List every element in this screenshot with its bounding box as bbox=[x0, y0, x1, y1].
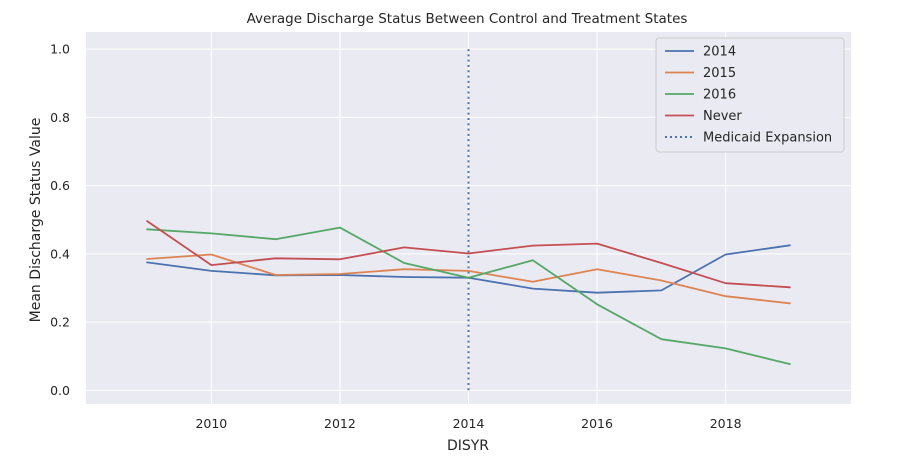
legend-box bbox=[655, 37, 845, 153]
series-line-2015 bbox=[146, 253, 791, 305]
x-tick-label: 2016 bbox=[581, 416, 613, 431]
y-tick-label: 0.4 bbox=[50, 246, 70, 261]
y-tick-label: 0.2 bbox=[50, 315, 70, 330]
series-layer bbox=[146, 220, 791, 366]
legend-label-2014: 2014 bbox=[703, 45, 736, 60]
legend-label-2015: 2015 bbox=[703, 66, 736, 81]
y-tick-label: 0.0 bbox=[50, 383, 70, 398]
y-axis-title: Mean Discharge Status Value bbox=[28, 118, 44, 323]
legend-label-2016: 2016 bbox=[703, 88, 736, 103]
legend-label-medicaid-expansion: Medicaid Expansion bbox=[703, 131, 832, 146]
legend: 2014 2015 2016 Never Medicaid Expansion bbox=[655, 37, 845, 153]
x-tick-label: 2012 bbox=[324, 416, 356, 431]
y-tick-label: 1.0 bbox=[50, 42, 70, 57]
y-tick-label: 0.6 bbox=[50, 178, 70, 193]
x-tick-label: 2010 bbox=[195, 416, 227, 431]
series-line-never bbox=[146, 220, 791, 289]
y-tick-label: 0.8 bbox=[50, 110, 70, 125]
chart-title: Average Discharge Status Between Control… bbox=[247, 11, 688, 27]
x-tick-label: 2018 bbox=[710, 416, 742, 431]
x-axis-title: DISYR bbox=[447, 438, 489, 454]
tick-labels: 2010 2012 2014 2016 2018 0.0 0.2 0.4 0.6 0.8 1.0 bbox=[50, 42, 741, 431]
x-tick-label: 2014 bbox=[453, 416, 485, 431]
legend-label-never: Never bbox=[703, 109, 742, 124]
series-line-2016 bbox=[146, 226, 791, 366]
